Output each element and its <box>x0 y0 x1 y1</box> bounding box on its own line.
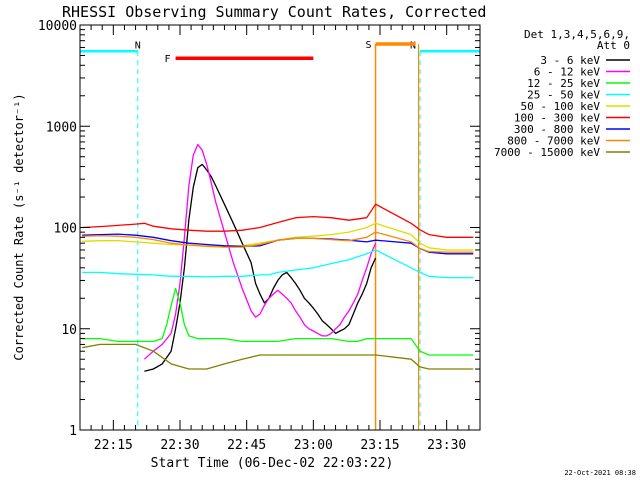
series-line-0 <box>144 163 377 372</box>
legend-label: 300 - 800 keV <box>514 123 600 136</box>
legend-header-line: Att 0 <box>597 39 630 52</box>
legend-item-7: 800 - 7000 keV <box>507 135 630 148</box>
legend-item-3: 25 - 50 keV <box>527 89 630 102</box>
legend-label: 100 - 300 keV <box>514 112 600 125</box>
y-tick-label: 1 <box>69 424 77 439</box>
y-axis-label: Corrected Count Rate (s⁻¹ detector⁻¹) <box>12 93 26 360</box>
series-line-8 <box>82 343 474 370</box>
legend-label: 25 - 50 keV <box>527 89 600 102</box>
legend-item-2: 12 - 25 keV <box>527 77 630 90</box>
series-group <box>82 143 474 372</box>
chart-title: RHESSI Observing Summary Count Rates, Co… <box>62 3 486 21</box>
annotation-label: N <box>135 40 141 51</box>
annotation-night-0: N <box>80 40 141 430</box>
legend-label: 6 - 12 keV <box>534 66 601 79</box>
legend-label: 3 - 6 keV <box>540 54 600 67</box>
generated-timestamp: 22-Oct-2021 08:38 <box>564 469 636 477</box>
legend-item-8: 7000 - 15000 keV <box>494 146 630 159</box>
x-tick-label: 23:30 <box>427 438 466 453</box>
legend-header-line: Det 1,3,4,5,6,9, <box>524 28 630 41</box>
y-tick-label: 10 <box>61 323 77 338</box>
series-line-7 <box>82 231 474 253</box>
y-tick-label: 10000 <box>38 19 77 34</box>
legend-label: 50 - 100 keV <box>521 100 601 113</box>
x-axis-label: Start Time (06-Dec-02 22:03:22) <box>151 456 394 471</box>
legend-item-4: 50 - 100 keV <box>521 100 630 113</box>
legend-label: 7000 - 15000 keV <box>494 146 600 159</box>
series-line-5 <box>82 203 474 238</box>
annotation-flare-2: F <box>165 54 314 65</box>
y-tick-label: 1000 <box>46 120 77 135</box>
y-axis: 1 10 100 1000 10000 <box>38 19 480 439</box>
x-tick-label: 22:45 <box>227 438 266 453</box>
y-tick-label: 100 <box>54 222 77 237</box>
legend-label: 800 - 7000 keV <box>507 135 600 148</box>
x-tick-label: 23:00 <box>294 438 333 453</box>
x-tick-label: 23:15 <box>360 438 399 453</box>
x-tick-label: 22:30 <box>160 438 199 453</box>
series-line-1 <box>143 143 377 360</box>
legend-item-6: 300 - 800 keV <box>514 123 630 136</box>
legend-label: 12 - 25 keV <box>527 77 600 90</box>
series-line-2 <box>82 287 474 356</box>
annotation-label: F <box>165 54 171 65</box>
series-line-3 <box>82 249 474 279</box>
legend-item-5: 100 - 300 keV <box>514 112 630 125</box>
annotation-label: N <box>410 40 416 51</box>
x-axis: 22:15 22:30 22:45 23:00 23:15 23:30 <box>79 25 481 453</box>
legend-item-1: 6 - 12 keV <box>534 66 630 79</box>
x-tick-label: 22:15 <box>94 438 133 453</box>
annotation-label: S <box>366 40 372 51</box>
legend-item-0: 3 - 6 keV <box>540 54 630 67</box>
